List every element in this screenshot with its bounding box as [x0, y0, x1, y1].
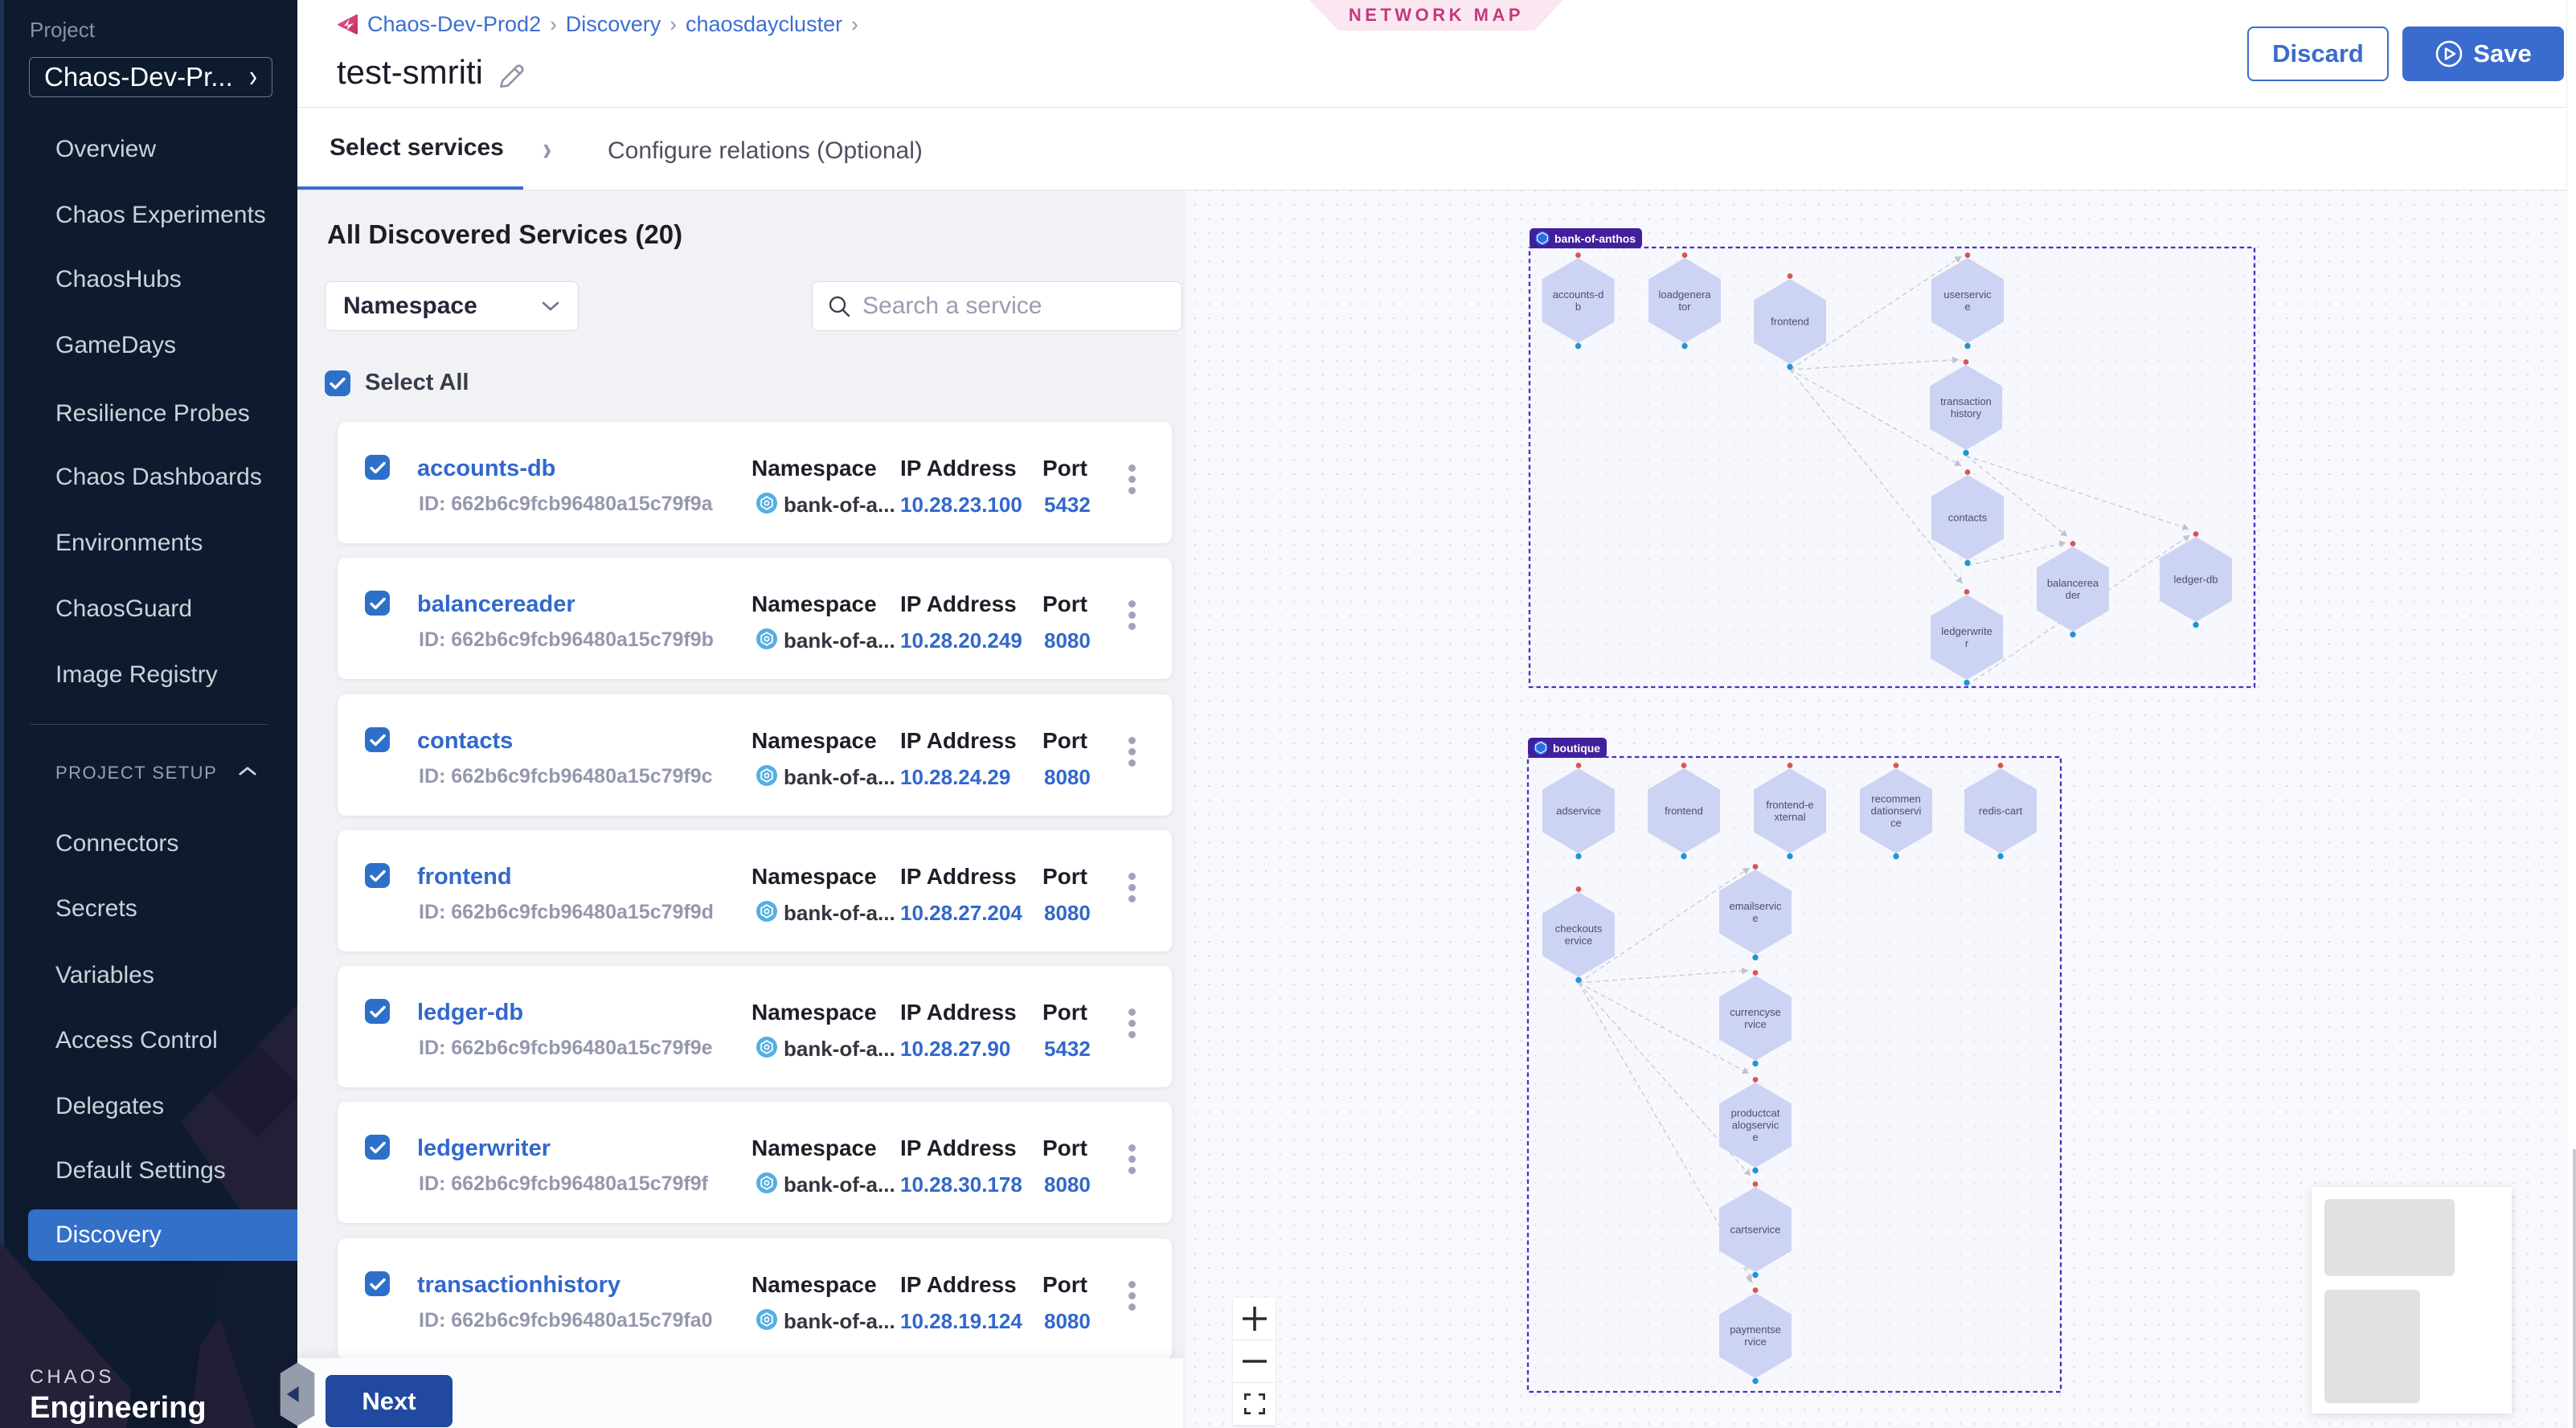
svg-text:dationservi: dationservi: [1871, 805, 1922, 817]
svg-text:alogservic: alogservic: [1732, 1119, 1779, 1131]
svg-text:frontend: frontend: [1665, 805, 1703, 817]
svg-text:tor: tor: [1678, 301, 1691, 313]
svg-text:emailservic: emailservic: [1729, 900, 1782, 912]
svg-text:bank-of-anthos: bank-of-anthos: [1554, 232, 1636, 245]
svg-text:redis-cart: redis-cart: [1979, 805, 2023, 817]
svg-text:der: der: [2066, 589, 2081, 601]
svg-text:ledgerwrite: ledgerwrite: [1941, 625, 1992, 637]
svg-text:history: history: [1951, 407, 1982, 419]
svg-text:paymentse: paymentse: [1730, 1324, 1781, 1336]
svg-text:contacts: contacts: [1948, 512, 1988, 524]
svg-text:b: b: [1575, 301, 1581, 313]
svg-text:ledger-db: ledger-db: [2174, 574, 2218, 586]
svg-text:r: r: [1965, 637, 1969, 649]
svg-text:xternal: xternal: [1774, 811, 1805, 823]
svg-text:frontend: frontend: [1771, 316, 1809, 328]
svg-text:accounts-d: accounts-d: [1553, 288, 1604, 301]
svg-text:ervice: ervice: [1565, 935, 1593, 947]
svg-text:rvice: rvice: [1744, 1018, 1766, 1030]
svg-text:frontend-e: frontend-e: [1766, 799, 1813, 811]
svg-text:cartservice: cartservice: [1730, 1224, 1781, 1236]
svg-text:e: e: [1752, 912, 1758, 924]
svg-text:balancerea: balancerea: [2047, 577, 2099, 589]
svg-text:loadgenera: loadgenera: [1658, 288, 1711, 301]
svg-text:recommen: recommen: [1871, 793, 1920, 805]
svg-text:adservice: adservice: [1556, 805, 1601, 817]
svg-text:e: e: [1964, 301, 1970, 313]
svg-text:checkouts: checkouts: [1555, 923, 1603, 935]
svg-text:e: e: [1752, 1131, 1758, 1144]
svg-text:ce: ce: [1890, 817, 1902, 829]
svg-text:transaction: transaction: [1940, 395, 1992, 407]
svg-text:productcat: productcat: [1731, 1107, 1780, 1119]
svg-text:boutique: boutique: [1553, 742, 1600, 755]
svg-text:userservic: userservic: [1943, 288, 1992, 301]
svg-text:currencyse: currencyse: [1730, 1006, 1781, 1018]
svg-text:rvice: rvice: [1744, 1336, 1766, 1348]
